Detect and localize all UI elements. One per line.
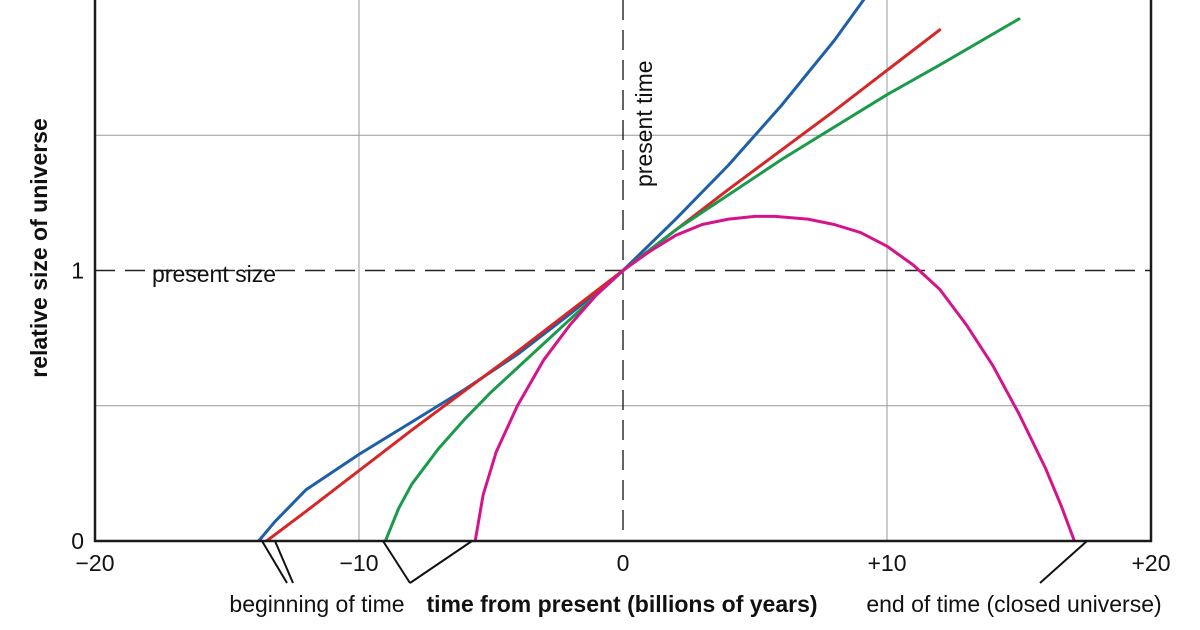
x-tick-labels: −20 −10 0 +10 +20 (75, 550, 1170, 576)
y-tick-labels: 01 (71, 258, 84, 555)
present-size-label: present size (152, 261, 276, 287)
present-time-label: present time (631, 60, 657, 187)
series-group (257, 0, 1076, 541)
x-axis-title: time from present (billions of years) (426, 591, 817, 617)
beginning-leader-lines (261, 540, 473, 584)
end-of-time-label: end of time (closed universe) (866, 591, 1161, 617)
x-tick-label: +10 (867, 550, 906, 576)
y-tick-label: 0 (71, 528, 84, 554)
x-tick-label: −10 (339, 550, 378, 576)
series-line-green (383, 17, 1021, 541)
x-tick-label: +20 (1131, 550, 1170, 576)
x-tick-label: −20 (75, 550, 114, 576)
x-tick-label: 0 (617, 550, 630, 576)
series-line-red (265, 28, 942, 541)
series-line-magenta (473, 214, 1076, 541)
beginning-of-time-label: beginning of time (229, 591, 404, 617)
y-axis-title: relative size of universe (26, 118, 52, 378)
series-line-blue (257, 0, 866, 541)
y-tick-label: 1 (71, 258, 84, 284)
end-leader-line (1039, 540, 1088, 584)
